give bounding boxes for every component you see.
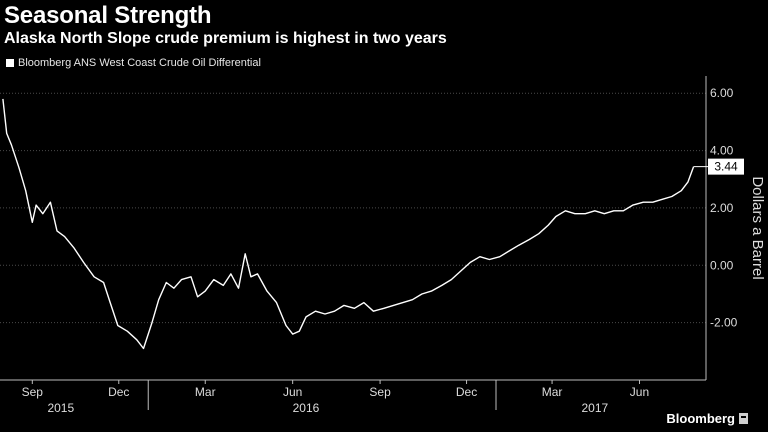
y-tick-label: -2.00: [710, 316, 738, 330]
legend-label: Bloomberg ANS West Coast Crude Oil Diffe…: [18, 57, 261, 69]
x-year-label: 2015: [47, 401, 74, 415]
x-year-label: 2016: [293, 401, 320, 415]
bloomberg-icon: [739, 413, 748, 424]
brand-label: Bloomberg: [666, 411, 735, 426]
x-tick-label: Dec: [108, 385, 129, 399]
x-tick-label: Jun: [630, 385, 649, 399]
x-tick-label: Dec: [456, 385, 477, 399]
series-line: [2, 98, 695, 350]
bloomberg-logo: Bloomberg: [666, 411, 748, 426]
y-tick-label: 2.00: [710, 201, 734, 215]
x-tick-label: Sep: [22, 385, 44, 399]
chart-subtitle: Alaska North Slope crude premium is high…: [4, 30, 447, 47]
legend-swatch: [6, 59, 14, 67]
y-tick-label: 0.00: [710, 258, 734, 272]
x-year-label: 2017: [581, 401, 608, 415]
x-tick-label: Mar: [195, 385, 216, 399]
x-tick-label: Jun: [283, 385, 302, 399]
y-tick-label: 4.00: [710, 144, 734, 158]
chart-title: Seasonal Strength: [4, 2, 212, 29]
x-tick-label: Mar: [542, 385, 563, 399]
y-axis-label: Dollars a Barrel: [749, 176, 766, 279]
last-value-box: [708, 158, 744, 175]
x-tick-label: Sep: [369, 385, 391, 399]
legend: Bloomberg ANS West Coast Crude Oil Diffe…: [6, 57, 261, 69]
y-tick-label: 6.00: [710, 86, 734, 100]
last-value-label: 3.44: [714, 160, 738, 174]
